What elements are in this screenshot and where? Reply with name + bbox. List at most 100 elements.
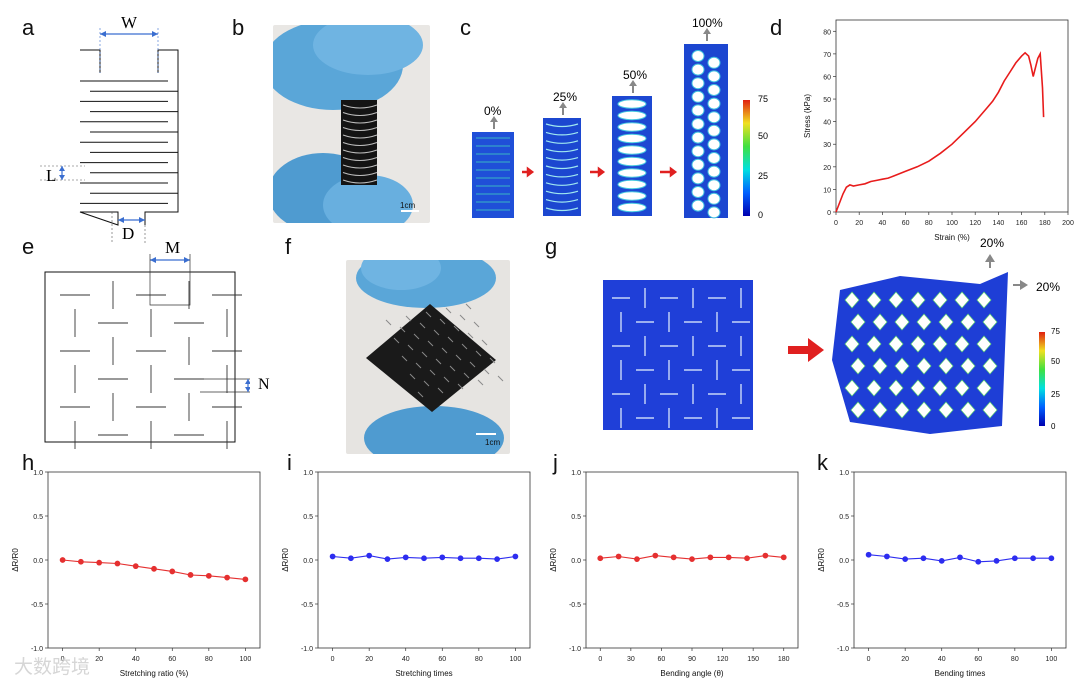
y-tick-label: -1.0 [31, 646, 43, 653]
data-point [347, 555, 354, 562]
colorbar-tick-c-75: 75 [758, 94, 769, 104]
y-tick-label: -0.5 [31, 602, 43, 609]
x-tick-label: 40 [132, 656, 140, 663]
y-tick-label: -1.0 [301, 646, 313, 653]
stretching-times-chart-i: 0 20 40 60 80 100 1.0 0.5 0.0 -0.5 -1.0 Stretching … [281, 470, 531, 678]
panel-label-i: i [287, 450, 292, 475]
data-point [475, 555, 482, 562]
strain-label-25: 25% [553, 90, 578, 104]
colorbar-tick-c-0: 0 [758, 210, 764, 220]
x-axis-label: Stretching ratio (%) [120, 669, 189, 678]
dimension-label-m: M [165, 238, 181, 257]
data-point [1011, 555, 1018, 562]
data-point [114, 560, 121, 567]
x-tick-label: 80 [475, 656, 483, 663]
data-point [494, 556, 501, 563]
data-point [1048, 555, 1055, 562]
fem-biaxial-g [603, 254, 1045, 434]
data-point [329, 553, 336, 560]
panel-label-c: c [460, 15, 471, 40]
data-point [242, 576, 249, 583]
data-point [597, 555, 604, 562]
data-point [762, 552, 769, 559]
data-point [744, 555, 750, 562]
strain-label-top-g: 20% [980, 236, 1005, 250]
x-axis-label: Strain (%) [934, 233, 970, 242]
data-point [512, 553, 519, 560]
data-point [224, 574, 231, 581]
x-tick-label: 40 [402, 656, 410, 663]
data-point [652, 552, 659, 559]
data-point [725, 554, 732, 561]
data-point [865, 551, 872, 558]
colorbar-tick-c-25: 25 [758, 171, 769, 181]
y-tick-label: 1.0 [571, 470, 581, 477]
colorbar-tick-g-25: 25 [1051, 390, 1060, 399]
y-tick-label: -1.0 [569, 646, 581, 653]
panel-label-b: b [232, 15, 245, 40]
watermark: 大数跨境 [14, 656, 91, 678]
strain-label-0: 0% [484, 104, 502, 118]
colorbar-tick-g-50: 50 [1051, 357, 1060, 366]
data-point [920, 555, 927, 562]
data-point [205, 572, 212, 579]
y-tick-label: 40 [823, 120, 831, 127]
x-tick-label: 20 [855, 220, 863, 227]
cut-pattern-diagram-e [44, 254, 250, 449]
dimension-label-d: D [122, 224, 135, 243]
data-point [670, 554, 677, 561]
colorbar-tick-g-75: 75 [1051, 327, 1060, 336]
x-tick-label: 80 [1011, 656, 1019, 663]
y-tick-label: 70 [823, 52, 831, 59]
data-point [457, 555, 464, 562]
y-tick-label: 0.0 [33, 558, 43, 565]
x-tick-label: 20 [365, 656, 373, 663]
data-point [439, 554, 446, 561]
x-axis-label: Bending angle (θ) [660, 669, 723, 678]
x-tick-label: 60 [438, 656, 446, 663]
plot-frame [835, 19, 1069, 213]
x-tick-label: 0 [61, 656, 65, 663]
x-axis-label: Bending times [935, 669, 986, 678]
data-point [993, 557, 1000, 564]
x-tick-label: 60 [902, 220, 910, 227]
data-point [902, 556, 909, 563]
x-tick-label: 80 [925, 220, 933, 227]
strain-label-right-g: 20% [1036, 280, 1061, 294]
y-tick-label: 0.5 [839, 514, 849, 521]
x-tick-label: 30 [627, 656, 635, 663]
y-tick-label: 10 [823, 187, 831, 194]
scale-bar-label-b: 1cm [400, 201, 416, 210]
x-tick-label: 90 [688, 656, 696, 663]
panel-label-f: f [285, 234, 292, 259]
panel-label-g: g [545, 234, 558, 259]
data-point [169, 568, 176, 575]
data-point [421, 555, 427, 562]
strain-label-100: 100% [692, 16, 723, 30]
y-tick-label: -0.5 [569, 602, 581, 609]
x-tick-label: 120 [717, 656, 729, 663]
y-tick-label: 1.0 [839, 470, 849, 477]
data-point [187, 572, 194, 578]
x-tick-label: 20 [95, 656, 103, 663]
y-axis-label: ΔR/R0 [281, 548, 290, 572]
y-tick-label: -0.5 [837, 602, 849, 609]
y-tick-label: 0.0 [303, 558, 313, 565]
data-point [77, 558, 84, 565]
y-tick-label: 0.5 [303, 514, 313, 521]
y-tick-label: 60 [823, 74, 831, 81]
x-tick-label: 20 [901, 656, 909, 663]
panel-label-j: j [553, 450, 558, 475]
y-tick-label: 1.0 [33, 470, 43, 477]
fem-sample-25 [543, 118, 581, 216]
x-tick-label: 40 [938, 656, 946, 663]
fem-sample-100 [684, 44, 728, 219]
x-tick-label: 180 [1039, 220, 1051, 227]
panel-label-e: e [22, 234, 35, 259]
panel-label-h: h [22, 450, 35, 475]
colorbar-tick-g-0: 0 [1051, 422, 1056, 431]
panel-label-a: a [22, 15, 35, 40]
x-tick-label: 0 [331, 656, 335, 663]
y-tick-label: 30 [823, 142, 831, 149]
y-axis-label: ΔR/R0 [11, 548, 20, 572]
